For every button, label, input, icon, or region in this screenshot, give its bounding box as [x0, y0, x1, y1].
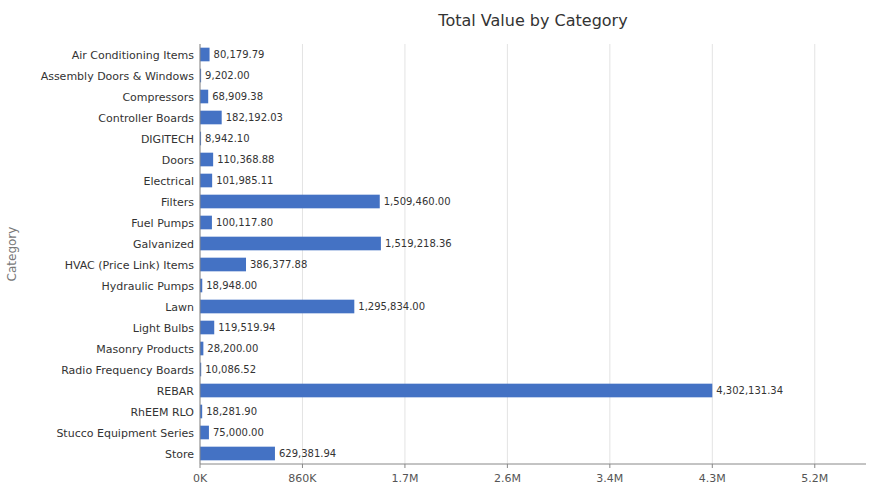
x-tick-label: 3.4M	[596, 472, 623, 485]
bar	[200, 174, 212, 188]
data-labels: 80,179.79 9,202.00 68,909.38 182,192.03 8,94…	[205, 49, 783, 459]
x-tick	[507, 464, 508, 468]
y-tick-label: Assembly Doors & Windows	[41, 70, 195, 83]
bar	[200, 321, 214, 335]
y-tick-label: Lawn	[165, 301, 194, 314]
data-label: 10,086.52	[205, 364, 256, 375]
x-tick	[404, 464, 405, 468]
y-tick-label: Store	[165, 448, 194, 461]
grid-line	[302, 44, 303, 464]
y-tick-label: Fuel Pumps	[131, 217, 194, 230]
y-tick-label: Compressors	[122, 91, 194, 104]
grid-line	[814, 44, 815, 464]
data-label: 18,948.00	[206, 280, 257, 291]
bars	[200, 48, 712, 461]
y-tick-label: Stucco Equipment Series	[56, 427, 194, 440]
x-tick-label: 5.2M	[801, 472, 828, 485]
data-label: 28,200.00	[207, 343, 258, 354]
bar	[200, 447, 275, 461]
data-label: 100,117.80	[216, 217, 273, 228]
x-tick	[814, 464, 815, 468]
data-label: 68,909.38	[212, 91, 263, 102]
x-tick-label: 1.7M	[391, 472, 418, 485]
y-tick-label: HVAC (Price Link) Items	[65, 259, 195, 272]
grid-line	[404, 44, 405, 464]
y-tick-label: Doors	[162, 154, 194, 167]
data-label: 9,202.00	[205, 70, 250, 81]
y-tick-label: Radio Frequency Boards	[61, 364, 194, 377]
bar	[200, 90, 208, 104]
y-tick-label: Galvanized	[133, 238, 194, 251]
y-axis-line	[200, 44, 201, 464]
grid-line	[507, 44, 508, 464]
y-tick-label: Controller Boards	[98, 112, 194, 125]
x-tick	[302, 464, 303, 468]
background	[0, 0, 896, 504]
bar	[200, 258, 246, 272]
bar	[200, 111, 222, 125]
chart-title: Total Value by Category	[437, 11, 627, 30]
bar	[200, 216, 212, 230]
x-tick-label: 4.3M	[699, 472, 726, 485]
chart: Total Value by Category 0K 860K 1.7M 2.6M 3.4…	[0, 0, 896, 504]
data-label: 110,368.88	[217, 154, 274, 165]
y-tick-label: Hydraulic Pumps	[102, 280, 195, 293]
x-tick-label: 2.6M	[494, 472, 521, 485]
grid-line	[609, 44, 610, 464]
y-tick-label: Electrical	[143, 175, 194, 188]
grid-line	[712, 44, 713, 464]
x-tick	[609, 464, 610, 468]
data-label: 119,519.94	[218, 322, 275, 333]
bar	[200, 384, 712, 398]
bar	[200, 195, 380, 209]
bar	[200, 426, 209, 440]
x-tick-label: 0K	[193, 472, 208, 485]
data-label: 386,377.88	[250, 259, 307, 270]
y-tick-label: Filters	[161, 196, 194, 209]
grid	[200, 44, 815, 464]
data-label: 8,942.10	[205, 133, 250, 144]
bar	[200, 153, 213, 167]
bar	[200, 48, 210, 62]
data-label: 80,179.79	[214, 49, 265, 60]
y-axis-label: Category	[5, 227, 19, 282]
bar	[200, 342, 203, 356]
data-label: 18,281.90	[206, 406, 257, 417]
y-tick-label: RhEEM RLO	[130, 406, 194, 419]
bar	[200, 300, 354, 314]
x-tick	[712, 464, 713, 468]
grid-line	[200, 44, 201, 464]
y-tick-label: Light Bulbs	[133, 322, 195, 335]
data-label: 4,302,131.34	[716, 385, 783, 396]
data-label: 1,509,460.00	[384, 196, 451, 207]
x-tick	[200, 464, 201, 468]
data-label: 182,192.03	[226, 112, 283, 123]
data-label: 1,519,218.36	[385, 238, 452, 249]
data-label: 75,000.00	[213, 427, 264, 438]
data-label: 101,985.11	[216, 175, 273, 186]
bar	[200, 237, 381, 251]
x-axis-line	[200, 464, 866, 465]
data-label: 1,295,834.00	[358, 301, 425, 312]
y-tick-label: REBAR	[157, 385, 195, 398]
x-tick-label: 860K	[288, 472, 317, 485]
y-tick-label: Air Conditioning Items	[72, 49, 195, 62]
y-tick-label: Masonry Products	[96, 343, 194, 356]
y-tick-label: DIGITECH	[141, 133, 194, 146]
data-label: 629,381.94	[279, 448, 336, 459]
